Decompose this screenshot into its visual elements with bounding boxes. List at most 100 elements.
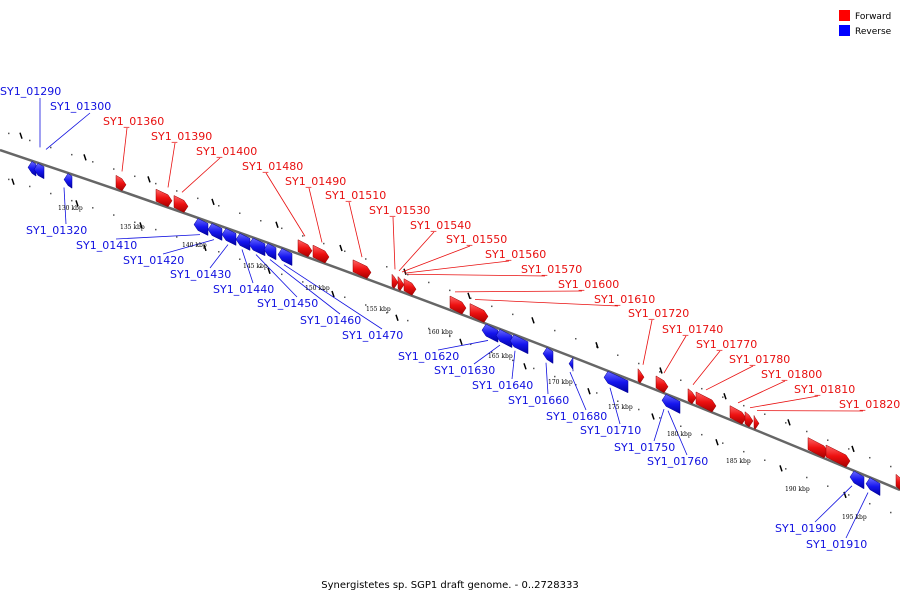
reverse-gene[interactable]: [865, 477, 881, 497]
reverse-gene-label[interactable]: SY1_01910: [806, 538, 867, 551]
forward-gene[interactable]: [744, 411, 754, 428]
forward-gene[interactable]: [397, 275, 405, 292]
reverse-gene-label[interactable]: SY1_01460: [300, 314, 361, 327]
tick-dot-top: [407, 273, 409, 276]
reverse-gene-label[interactable]: SY1_01410: [76, 239, 137, 252]
reverse-gene[interactable]: [603, 371, 629, 394]
reverse-gene[interactable]: [207, 223, 223, 241]
reverse-gene-label[interactable]: SY1_01420: [123, 254, 184, 267]
forward-gene[interactable]: [297, 239, 313, 258]
reverse-gene-label[interactable]: SY1_01320: [26, 224, 87, 237]
legend-reverse-swatch: [839, 25, 850, 36]
tick-major-top: [403, 268, 407, 275]
reverse-gene[interactable]: [849, 470, 865, 490]
forward-gene-label[interactable]: SY1_01610: [594, 293, 655, 306]
forward-gene-label[interactable]: SY1_01480: [242, 160, 303, 173]
scale-labels: 130 kbp 135 kbp 140 kbp 145 kbp 150 kbp 155 k…: [58, 205, 867, 521]
reverse-gene[interactable]: [27, 161, 37, 177]
forward-gene[interactable]: [449, 295, 467, 315]
reverse-gene-label[interactable]: SY1_01620: [398, 350, 459, 363]
forward-gene-label[interactable]: SY1_01810: [794, 383, 855, 396]
forward-gene-label[interactable]: SY1_01820: [839, 398, 900, 411]
reverse-gene[interactable]: [235, 233, 251, 251]
forward-gene-label[interactable]: SY1_01530: [369, 204, 430, 217]
tick-major-top: [531, 317, 535, 324]
forward-gene-label[interactable]: SY1_01720: [628, 307, 689, 320]
reverse-gene-label[interactable]: SY1_01300: [50, 100, 111, 113]
reverse-gene-label[interactable]: SY1_01450: [257, 297, 318, 310]
reverse-gene[interactable]: [661, 393, 681, 414]
forward-gene-label[interactable]: SY1_01570: [521, 263, 582, 276]
tick-dot-bottom: [50, 192, 52, 195]
forward-gene[interactable]: [391, 273, 399, 289]
forward-gene[interactable]: [807, 437, 829, 459]
reverse-gene-label[interactable]: SY1_01750: [614, 441, 675, 454]
forward-gene-label[interactable]: SY1_01400: [196, 145, 257, 158]
reverse-gene[interactable]: [263, 243, 277, 261]
reverse-leader-line: [209, 244, 229, 269]
reverse-gene[interactable]: [568, 356, 574, 372]
reverse-gene[interactable]: [193, 218, 209, 236]
reverse-gene[interactable]: [277, 248, 293, 266]
reverse-gene-label[interactable]: SY1_01470: [342, 329, 403, 342]
forward-leader-line: [398, 231, 435, 272]
reverse-gene[interactable]: [495, 329, 513, 349]
forward-gene[interactable]: [352, 259, 372, 279]
forward-gene[interactable]: [825, 444, 851, 468]
tick-dot-top: [155, 182, 157, 185]
forward-leader-line: [737, 380, 786, 404]
tick-dot-top: [596, 346, 598, 348]
forward-gene[interactable]: [695, 391, 717, 413]
forward-gene-label[interactable]: SY1_01360: [103, 115, 164, 128]
reverse-gene[interactable]: [481, 323, 499, 343]
forward-gene[interactable]: [753, 415, 760, 430]
forward-gene-label[interactable]: SY1_01740: [662, 323, 723, 336]
reverse-gene[interactable]: [221, 228, 237, 246]
reverse-gene[interactable]: [33, 163, 45, 180]
forward-gene-label[interactable]: SY1_01490: [285, 175, 346, 188]
reverse-gene-label[interactable]: SY1_01900: [775, 522, 836, 535]
forward-gene[interactable]: [655, 375, 669, 394]
forward-gene-label[interactable]: SY1_01600: [558, 278, 619, 291]
tick-major-top: [659, 367, 663, 374]
forward-gene[interactable]: [155, 188, 173, 208]
forward-gene-label[interactable]: SY1_01510: [325, 189, 386, 202]
reverse-gene-label[interactable]: SY1_01760: [647, 455, 708, 468]
gene-labels: SY1_01360 SY1_01390 SY1_01400 SY1_01480 SY1_…: [0, 85, 900, 551]
reverse-gene[interactable]: [248, 237, 266, 257]
tick-dot-top: [869, 456, 871, 459]
forward-gene[interactable]: [729, 405, 747, 425]
forward-gene[interactable]: [115, 174, 127, 192]
reverse-gene-label[interactable]: SY1_01290: [0, 85, 61, 98]
reverse-gene[interactable]: [542, 347, 554, 364]
reverse-gene-label[interactable]: SY1_01680: [546, 410, 607, 423]
forward-gene-label[interactable]: SY1_01800: [761, 368, 822, 381]
reverse-gene-label[interactable]: SY1_01640: [472, 379, 533, 392]
forward-gene-label[interactable]: SY1_01770: [696, 338, 757, 351]
tick-major-bottom: [395, 314, 399, 321]
forward-gene[interactable]: [895, 473, 900, 491]
forward-gene-label[interactable]: SY1_01390: [151, 130, 212, 143]
forward-gene[interactable]: [687, 388, 697, 405]
tick-dot-top: [113, 168, 115, 170]
forward-gene[interactable]: [312, 244, 330, 264]
reverse-leader-line: [653, 408, 665, 442]
forward-gene[interactable]: [403, 278, 417, 296]
reverse-gene-label[interactable]: SY1_01440: [213, 283, 274, 296]
tick-major-bottom: [11, 178, 15, 185]
forward-gene[interactable]: [637, 368, 645, 384]
reverse-gene-label[interactable]: SY1_01430: [170, 268, 231, 281]
forward-gene-label[interactable]: SY1_01560: [485, 248, 546, 261]
forward-gene[interactable]: [173, 195, 189, 213]
reverse-gene[interactable]: [509, 334, 529, 355]
reverse-gene-label[interactable]: SY1_01710: [580, 424, 641, 437]
reverse-gene-label[interactable]: SY1_01630: [434, 364, 495, 377]
tick-major-top: [467, 292, 471, 300]
reverse-gene[interactable]: [63, 173, 73, 189]
forward-gene-label[interactable]: SY1_01550: [446, 233, 507, 246]
reverse-gene-label[interactable]: SY1_01660: [508, 394, 569, 407]
tick-dot-bottom: [533, 367, 535, 370]
forward-gene[interactable]: [469, 303, 489, 323]
forward-gene-label[interactable]: SY1_01540: [410, 219, 471, 232]
forward-gene-label[interactable]: SY1_01780: [729, 353, 790, 366]
